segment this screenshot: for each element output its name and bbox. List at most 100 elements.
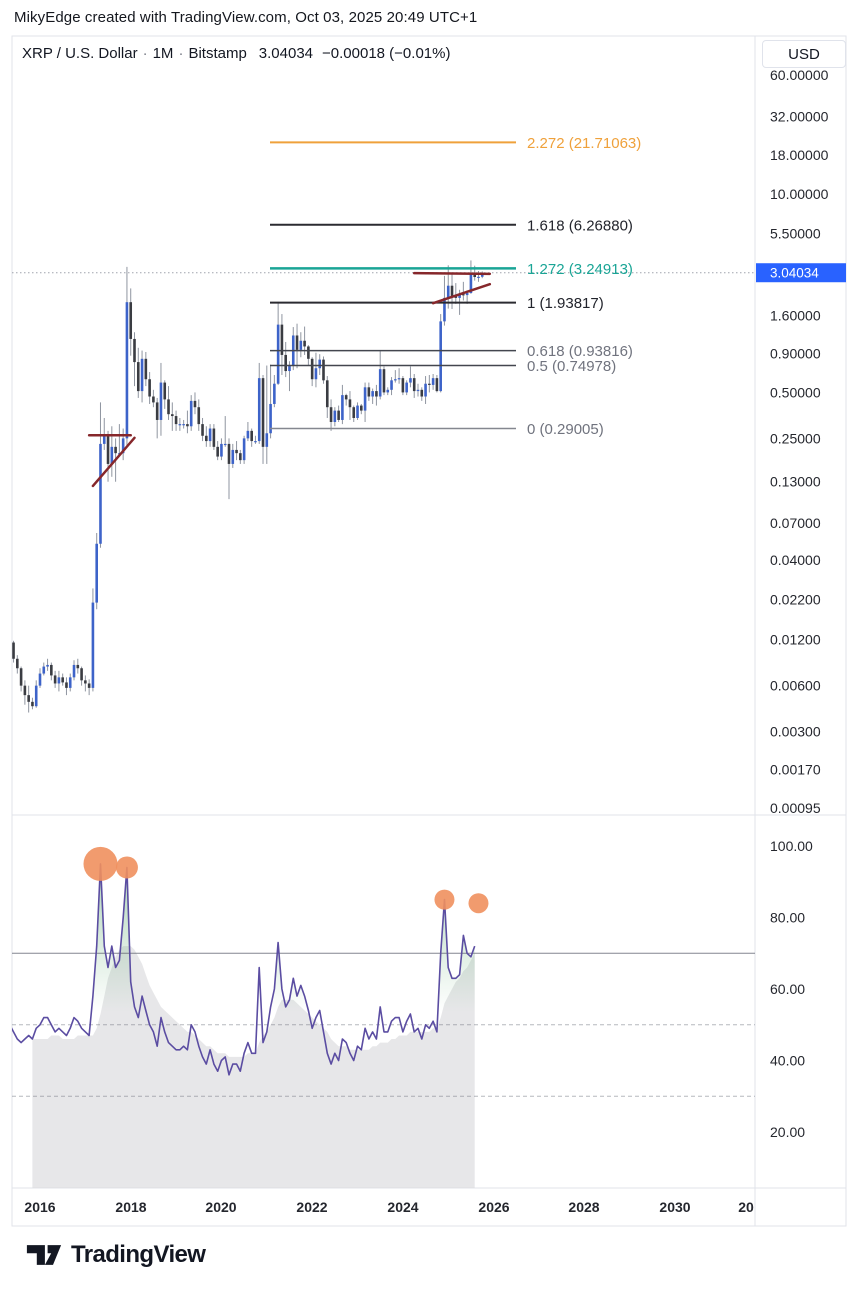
price-axis-label: 0.07000 (770, 515, 821, 531)
candle (23, 685, 27, 696)
price-axis-label: 18.00000 (770, 147, 829, 163)
candle (303, 340, 306, 347)
candle (401, 378, 405, 393)
candle (420, 389, 424, 397)
candle (80, 668, 83, 681)
candle (220, 443, 223, 457)
price-axis-label: 0.01200 (770, 632, 821, 648)
candle (148, 379, 151, 397)
price-axis-label: 5.50000 (770, 225, 821, 241)
candle (87, 683, 91, 688)
candle (257, 378, 261, 442)
candle (261, 378, 265, 447)
candle (163, 382, 167, 400)
candle (129, 302, 133, 339)
rsi-pane[interactable] (10, 846, 755, 1188)
candle (155, 402, 159, 420)
tradingview-logo[interactable]: TradingView (26, 1241, 206, 1269)
candle (454, 296, 458, 298)
fib-level-label: 0.5 (0.74978) (527, 358, 616, 375)
price-axis[interactable]: 60.00000 32.00000 18.00000 10.00000 5.50000 1… (756, 67, 846, 816)
candle (121, 438, 125, 454)
candle (65, 682, 68, 688)
candle (424, 383, 427, 397)
candle (212, 428, 216, 447)
candles-series (8, 260, 484, 713)
price-axis-label: 0.00170 (770, 761, 821, 777)
candle (50, 664, 53, 676)
tradingview-mark-icon (26, 1245, 62, 1265)
exchange-label[interactable]: Bitstamp (188, 45, 247, 62)
price-axis-label: 0.04000 (770, 552, 821, 568)
candle (8, 643, 11, 663)
candle (341, 395, 344, 420)
candle (337, 410, 340, 420)
rsi-axis[interactable]: 100.00 80.00 60.00 40.00 20.00 (770, 838, 813, 1140)
candle (193, 400, 197, 408)
price-axis-label: 0.25000 (770, 430, 821, 446)
candle (390, 380, 393, 390)
candle (106, 435, 110, 464)
price-axis-label: 0.00600 (770, 678, 821, 694)
candle (375, 391, 378, 397)
candle (250, 430, 253, 442)
candle (360, 405, 363, 411)
candle (431, 378, 435, 385)
candle (76, 664, 80, 669)
interval-label[interactable]: 1M (152, 45, 174, 62)
candle (239, 453, 242, 461)
time-axis[interactable]: 2016 2018 2020 2022 2024 2026 2028 2030 20 (24, 1199, 754, 1215)
trend-line (91, 436, 136, 488)
currency-toggle-button[interactable]: USD (762, 40, 846, 68)
candle (254, 441, 257, 443)
price-axis-label: 0.50000 (770, 384, 821, 400)
trend-line (412, 271, 492, 276)
candle (469, 274, 473, 293)
candle (412, 378, 416, 392)
candle (53, 675, 57, 684)
candle (371, 391, 374, 397)
time-axis-label: 20 (738, 1199, 754, 1215)
candle (227, 443, 231, 464)
candle (450, 285, 454, 297)
candle (61, 677, 64, 683)
price-pane[interactable] (8, 141, 755, 713)
credit-text: MikyEdge created with TradingView.com, O… (14, 9, 478, 26)
candle (16, 658, 19, 669)
candle (273, 383, 276, 404)
candle (299, 340, 303, 350)
candle (216, 446, 219, 457)
signal-marker-circle (83, 846, 118, 881)
rsi-axis-label: 100.00 (770, 838, 813, 854)
candle (416, 389, 420, 392)
candle (12, 642, 15, 659)
candle (91, 602, 95, 688)
candle (409, 378, 412, 383)
fib-level-label: 1.618 (6.26880) (527, 217, 633, 234)
candle (68, 677, 72, 688)
candle (140, 358, 144, 392)
price-axis-label: 0.02200 (770, 592, 821, 608)
candle (352, 407, 356, 418)
time-axis-label: 2016 (24, 1199, 55, 1215)
candle (189, 400, 193, 427)
fib-labels: 2.272 (21.71063) 1.618 (6.26880) 1.272 (3.… (527, 135, 641, 438)
candle (231, 449, 235, 464)
symbol-name[interactable]: XRP / U.S. Dollar (22, 45, 138, 62)
candle (144, 358, 148, 380)
trend-lines[interactable] (87, 271, 492, 488)
fib-retracement[interactable] (270, 141, 516, 430)
price-change-value: −0.00018 (−0.01%) (322, 45, 451, 62)
time-axis-label: 2026 (478, 1199, 509, 1215)
symbol-legend[interactable]: XRP / U.S. Dollar · 1M · Bitstamp 3.04034 −0.0… (22, 45, 450, 62)
candle (435, 378, 439, 392)
rsi-axis-label: 20.00 (770, 1124, 805, 1140)
candle (42, 666, 46, 674)
candle (276, 324, 280, 384)
candle (201, 424, 204, 436)
candle (152, 396, 155, 403)
candle (34, 685, 38, 707)
candle (322, 359, 325, 381)
